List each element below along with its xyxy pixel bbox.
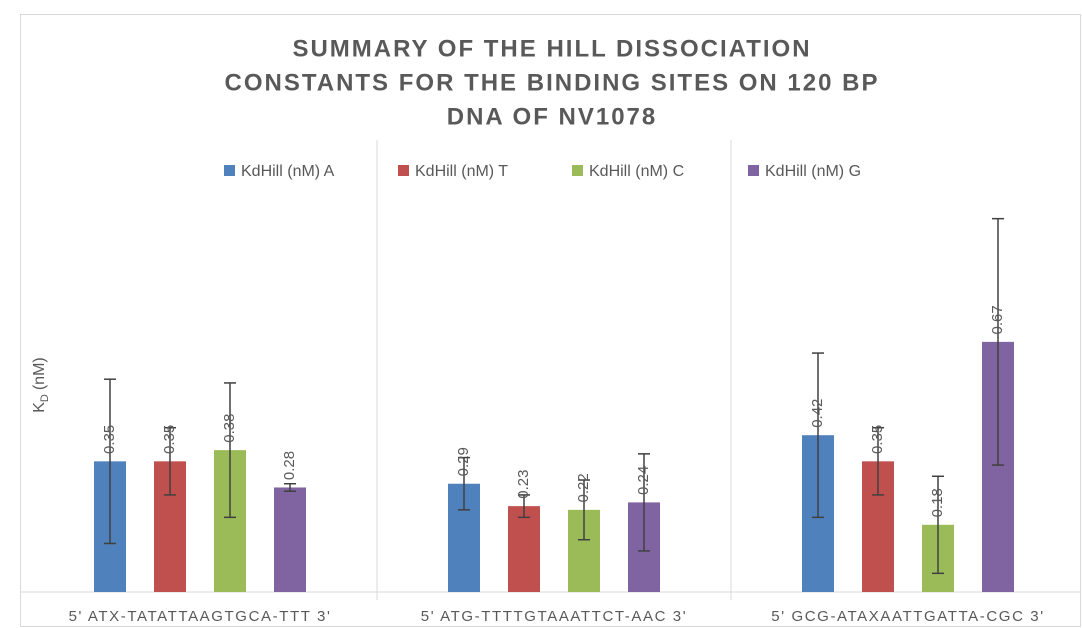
legend-swatch [748, 165, 759, 176]
chart-title: DNA OF NV1078 [447, 103, 658, 130]
chart-title: CONSTANTS FOR THE BINDING SITES ON 120 B… [225, 69, 880, 96]
chart-title: SUMMARY OF THE HILL DISSOCIATION [292, 35, 811, 62]
x-tick-label: 5' ATG-TTTTGTAAATTCT-AAC 3' [421, 608, 687, 625]
data-label: 0.24 [635, 466, 652, 495]
legend-label: KdHill (nM) T [415, 163, 508, 180]
y-axis-label: KD (nM) [31, 357, 51, 413]
chart-border [20, 14, 1081, 627]
data-label: 0.18 [929, 488, 946, 517]
legend-swatch [572, 165, 583, 176]
legend-swatch [224, 165, 235, 176]
data-label: 0.38 [221, 414, 238, 443]
data-label: 0.67 [989, 305, 1006, 334]
legend-label: KdHill (nM) G [765, 163, 861, 180]
data-label: 0.42 [809, 399, 826, 428]
y-label-subscript: D [39, 394, 51, 402]
x-tick-label: 5' GCG-ATAXAATTGATTA-CGC 3' [771, 608, 1044, 625]
bar [508, 506, 540, 592]
y-label-unit: (nM) [31, 357, 48, 390]
x-tick-label: 5' ATX-TATATTAAGTGCA-TTT 3' [69, 608, 332, 625]
data-label: 0.22 [575, 473, 592, 502]
data-label: 0.23 [515, 470, 532, 499]
data-label: 0.35 [161, 425, 178, 454]
legend-label: KdHill (nM) C [589, 163, 684, 180]
y-label-symbol: K [31, 402, 48, 413]
data-label: 0.35 [869, 425, 886, 454]
legend-swatch [398, 165, 409, 176]
data-label: 0.29 [455, 447, 472, 476]
bar [274, 487, 306, 592]
legend-label: KdHill (nM) A [241, 163, 335, 180]
data-label: 0.35 [101, 425, 118, 454]
data-label: 0.28 [281, 451, 298, 480]
